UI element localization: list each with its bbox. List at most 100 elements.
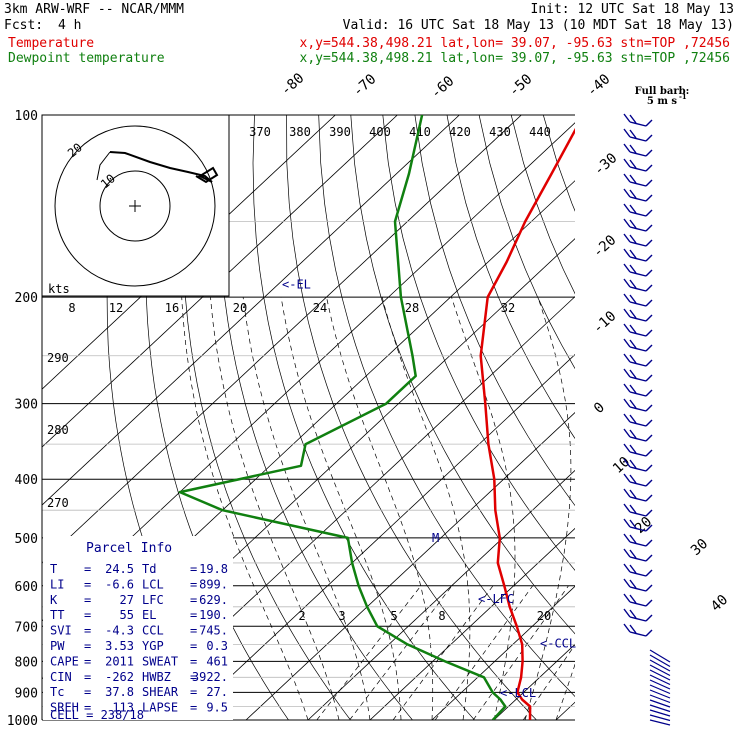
theta-label: 440 xyxy=(529,125,551,139)
y-tick-label: 800 xyxy=(15,655,38,670)
parcel-row: SVI = -4.3 CCL = 745. xyxy=(50,624,228,638)
wind-barb-shaft xyxy=(629,541,647,547)
moist-adiabat-line xyxy=(210,297,340,720)
dry-adiabat-line xyxy=(414,115,575,507)
wind-barb-flag xyxy=(629,594,637,604)
wind-barb-flag xyxy=(623,518,631,528)
wind-barb-shaft xyxy=(629,181,647,187)
wind-barb-shaft xyxy=(629,121,647,127)
parcel-row: SREH = 113 LAPSE = 9.5 xyxy=(50,701,228,715)
wind-barb-flag xyxy=(629,339,637,349)
y-tick-label: 300 xyxy=(15,398,38,413)
barb-key-label: Full barb: xyxy=(635,86,690,97)
wind-barb-staff xyxy=(645,149,653,157)
wind-barb-low xyxy=(649,714,671,722)
wind-barb-staff xyxy=(645,194,653,202)
wind-barb-flag xyxy=(629,294,637,304)
wind-barb-staff xyxy=(645,299,653,307)
wind-barb-staff xyxy=(645,569,653,577)
wind-barb-staff xyxy=(645,554,653,562)
wind-barb-shaft xyxy=(629,226,647,232)
barb-key-units: 5 m s xyxy=(647,96,678,107)
wind-barb-low xyxy=(649,664,671,677)
wind-barb-flag xyxy=(623,323,631,333)
wind-barb-flag xyxy=(629,444,637,454)
wind-barb-shaft xyxy=(629,496,647,502)
wind-barb-flag xyxy=(623,398,631,408)
moist-adiabat-line xyxy=(555,663,575,720)
wind-barb-staff xyxy=(645,239,653,247)
hodograph-tail xyxy=(96,151,111,181)
parcel-cell: CELL = 238/18 xyxy=(50,708,144,722)
forecast-label: Fcst: xyxy=(4,18,43,33)
wind-barb-shaft xyxy=(629,526,647,532)
wind-barb-shaft xyxy=(629,436,647,442)
y-tick-label: 900 xyxy=(15,686,38,701)
mixing-ratio-line xyxy=(472,585,569,720)
wind-barb-staff xyxy=(645,404,653,412)
wind-barb-low xyxy=(649,704,671,713)
hodograph-trace xyxy=(109,151,219,184)
wind-barb-shaft xyxy=(629,166,647,172)
y-tick-label: 200 xyxy=(15,291,38,306)
wind-barb-flag xyxy=(629,504,637,514)
moist-adiabat-line xyxy=(524,296,572,720)
dry-adiabat-label: 290 xyxy=(47,351,69,365)
wind-barb-shaft xyxy=(629,391,647,397)
mixing-ratio-label: 3 xyxy=(338,609,345,623)
wind-barb-shaft xyxy=(629,511,647,517)
theta-label: 430 xyxy=(489,125,511,139)
dry-adiabat-line xyxy=(704,115,740,720)
dry-adiabat-line xyxy=(672,115,740,720)
wind-barb-flag xyxy=(623,203,631,213)
wind-barb-flag xyxy=(629,264,637,274)
wind-barb-staff xyxy=(645,524,653,532)
wind-barb-staff xyxy=(645,629,653,637)
isotherm-label: 0 xyxy=(591,399,608,417)
isotherm-label: -80 xyxy=(278,70,308,99)
wind-barb-flag xyxy=(629,204,637,214)
isotherm-label: -70 xyxy=(350,71,380,100)
isotherm-label: -20 xyxy=(590,232,620,261)
mixing-ratio-label: 20 xyxy=(537,609,551,623)
wind-barb-low xyxy=(649,699,671,708)
wind-barb-flag xyxy=(629,399,637,409)
isotherm-label: -30 xyxy=(591,150,621,179)
hodograph-ring-inner xyxy=(99,170,171,242)
isotherm-line xyxy=(680,115,740,720)
wind-barb-flag xyxy=(629,549,637,559)
wind-barb-shaft xyxy=(629,211,647,217)
wind-barb-shaft xyxy=(629,331,647,337)
moist-adiabat-line xyxy=(618,297,740,720)
parcel-row: CAPE = 2011 SWEAT = 461 xyxy=(50,654,228,668)
wind-barb-shaft xyxy=(629,556,647,562)
wind-barb-staff xyxy=(645,224,653,232)
wind-barb-shaft xyxy=(629,136,647,142)
wind-barb-staff xyxy=(645,344,653,352)
wind-barb-flag xyxy=(623,158,631,168)
wind-barb-low xyxy=(649,654,671,668)
mixing-ratio-line xyxy=(522,644,575,720)
wind-barb-staff xyxy=(645,539,653,547)
valid-time: Valid: 16 UTC Sat 18 May 13 (10 MDT Sat … xyxy=(343,18,734,33)
isotherm-line xyxy=(42,115,398,448)
theta-label: 400 xyxy=(369,125,391,139)
wind-barb-flag xyxy=(629,414,637,424)
wind-barb-flag xyxy=(629,159,637,169)
wind-barb-staff xyxy=(645,584,653,592)
theta-label: 410 xyxy=(409,125,431,139)
hodograph-units: kts xyxy=(48,282,70,296)
wind-barb-shaft xyxy=(629,346,647,352)
wind-barb-staff xyxy=(645,284,653,292)
wind-barb-low xyxy=(649,709,671,717)
wind-barb-staff xyxy=(645,179,653,187)
wind-barb-staff xyxy=(645,494,653,502)
wind-barb-staff xyxy=(645,209,653,217)
wind-barb-shaft xyxy=(629,151,647,157)
wind-barb-flag xyxy=(629,624,637,634)
theta-label: 390 xyxy=(329,125,351,139)
mixing-ratio-line xyxy=(392,585,494,720)
wind-barb-staff xyxy=(645,164,653,172)
dry-adiabat-label: 270 xyxy=(47,496,69,510)
